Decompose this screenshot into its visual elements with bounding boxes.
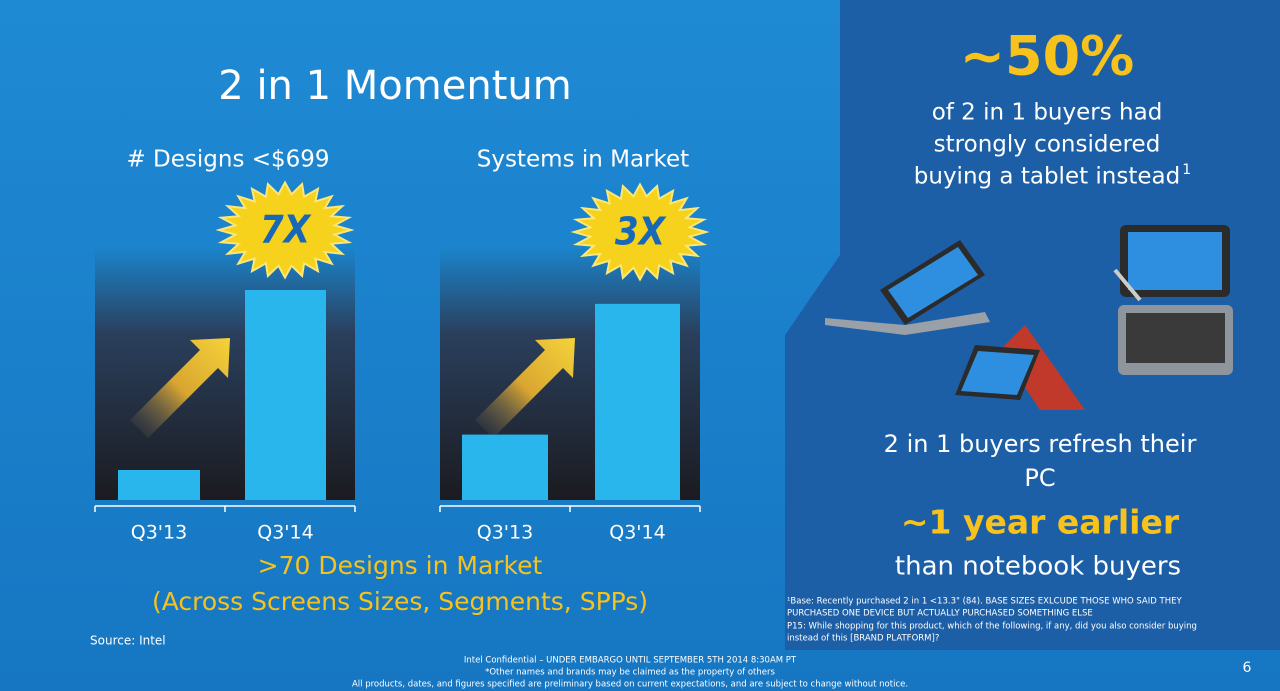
x-tick-label: Q3'14	[609, 522, 665, 544]
refresh-text: 2 in 1 buyers refresh their	[884, 430, 1197, 458]
page-number: 6	[1243, 660, 1252, 676]
arrow	[130, 338, 230, 438]
bar	[462, 434, 548, 500]
footnote: instead of this [BRAND PLATFORM]?	[787, 634, 939, 644]
x-tick-label: Q3'14	[257, 522, 313, 544]
chart-title: Systems in Market	[477, 147, 689, 173]
bar	[245, 290, 326, 500]
slide-title: 2 in 1 Momentum	[218, 63, 571, 109]
footer: Intel Confidential – UNDER EMBARGO UNTIL…	[352, 656, 908, 690]
source: Source: Intel	[90, 634, 166, 648]
badge-text: 7X	[260, 208, 312, 252]
arrow	[475, 338, 575, 438]
badge-star	[215, 180, 355, 280]
stat-text: buying a tablet instead	[914, 164, 1180, 190]
footnote: ¹Base: Recently purchased 2 in 1 <13.3" …	[787, 597, 1182, 607]
compare-text: than notebook buyers	[895, 552, 1181, 582]
footnotes: ¹Base: Recently purchased 2 in 1 <13.3" …	[787, 597, 1197, 644]
x-tick-label: Q3'13	[477, 522, 533, 544]
stat: ~50%	[960, 25, 1135, 88]
superscript: 1	[1182, 162, 1191, 178]
footnote: P15: While shopping for this product, wh…	[787, 622, 1197, 632]
footer-line: Intel Confidential – UNDER EMBARGO UNTIL…	[464, 656, 797, 666]
stat-text: strongly considered	[934, 132, 1161, 158]
badge-text: 3X	[615, 210, 667, 254]
bar	[118, 470, 200, 500]
summary: >70 Designs in Market	[258, 551, 543, 580]
refresh-text: PC	[1024, 464, 1055, 492]
device-illustrations	[825, 225, 1233, 410]
x-tick-label: Q3'13	[131, 522, 187, 544]
footer-line: *Other names and brands may be claimed a…	[485, 668, 775, 678]
side-panel	[785, 0, 1280, 650]
highlight: ~1 year earlier	[901, 503, 1180, 542]
bar	[595, 303, 680, 500]
footer-line: All products, dates, and figures specifi…	[352, 680, 908, 690]
badge-star	[570, 182, 710, 282]
summary: (Across Screens Sizes, Segments, SPPs)	[152, 587, 648, 616]
footnote: PURCHASED ONE DEVICE BUT ACTUALLY PURCHA…	[787, 609, 1093, 619]
chart-title: # Designs <$699	[126, 147, 329, 173]
stat-text: of 2 in 1 buyers had	[932, 100, 1163, 126]
